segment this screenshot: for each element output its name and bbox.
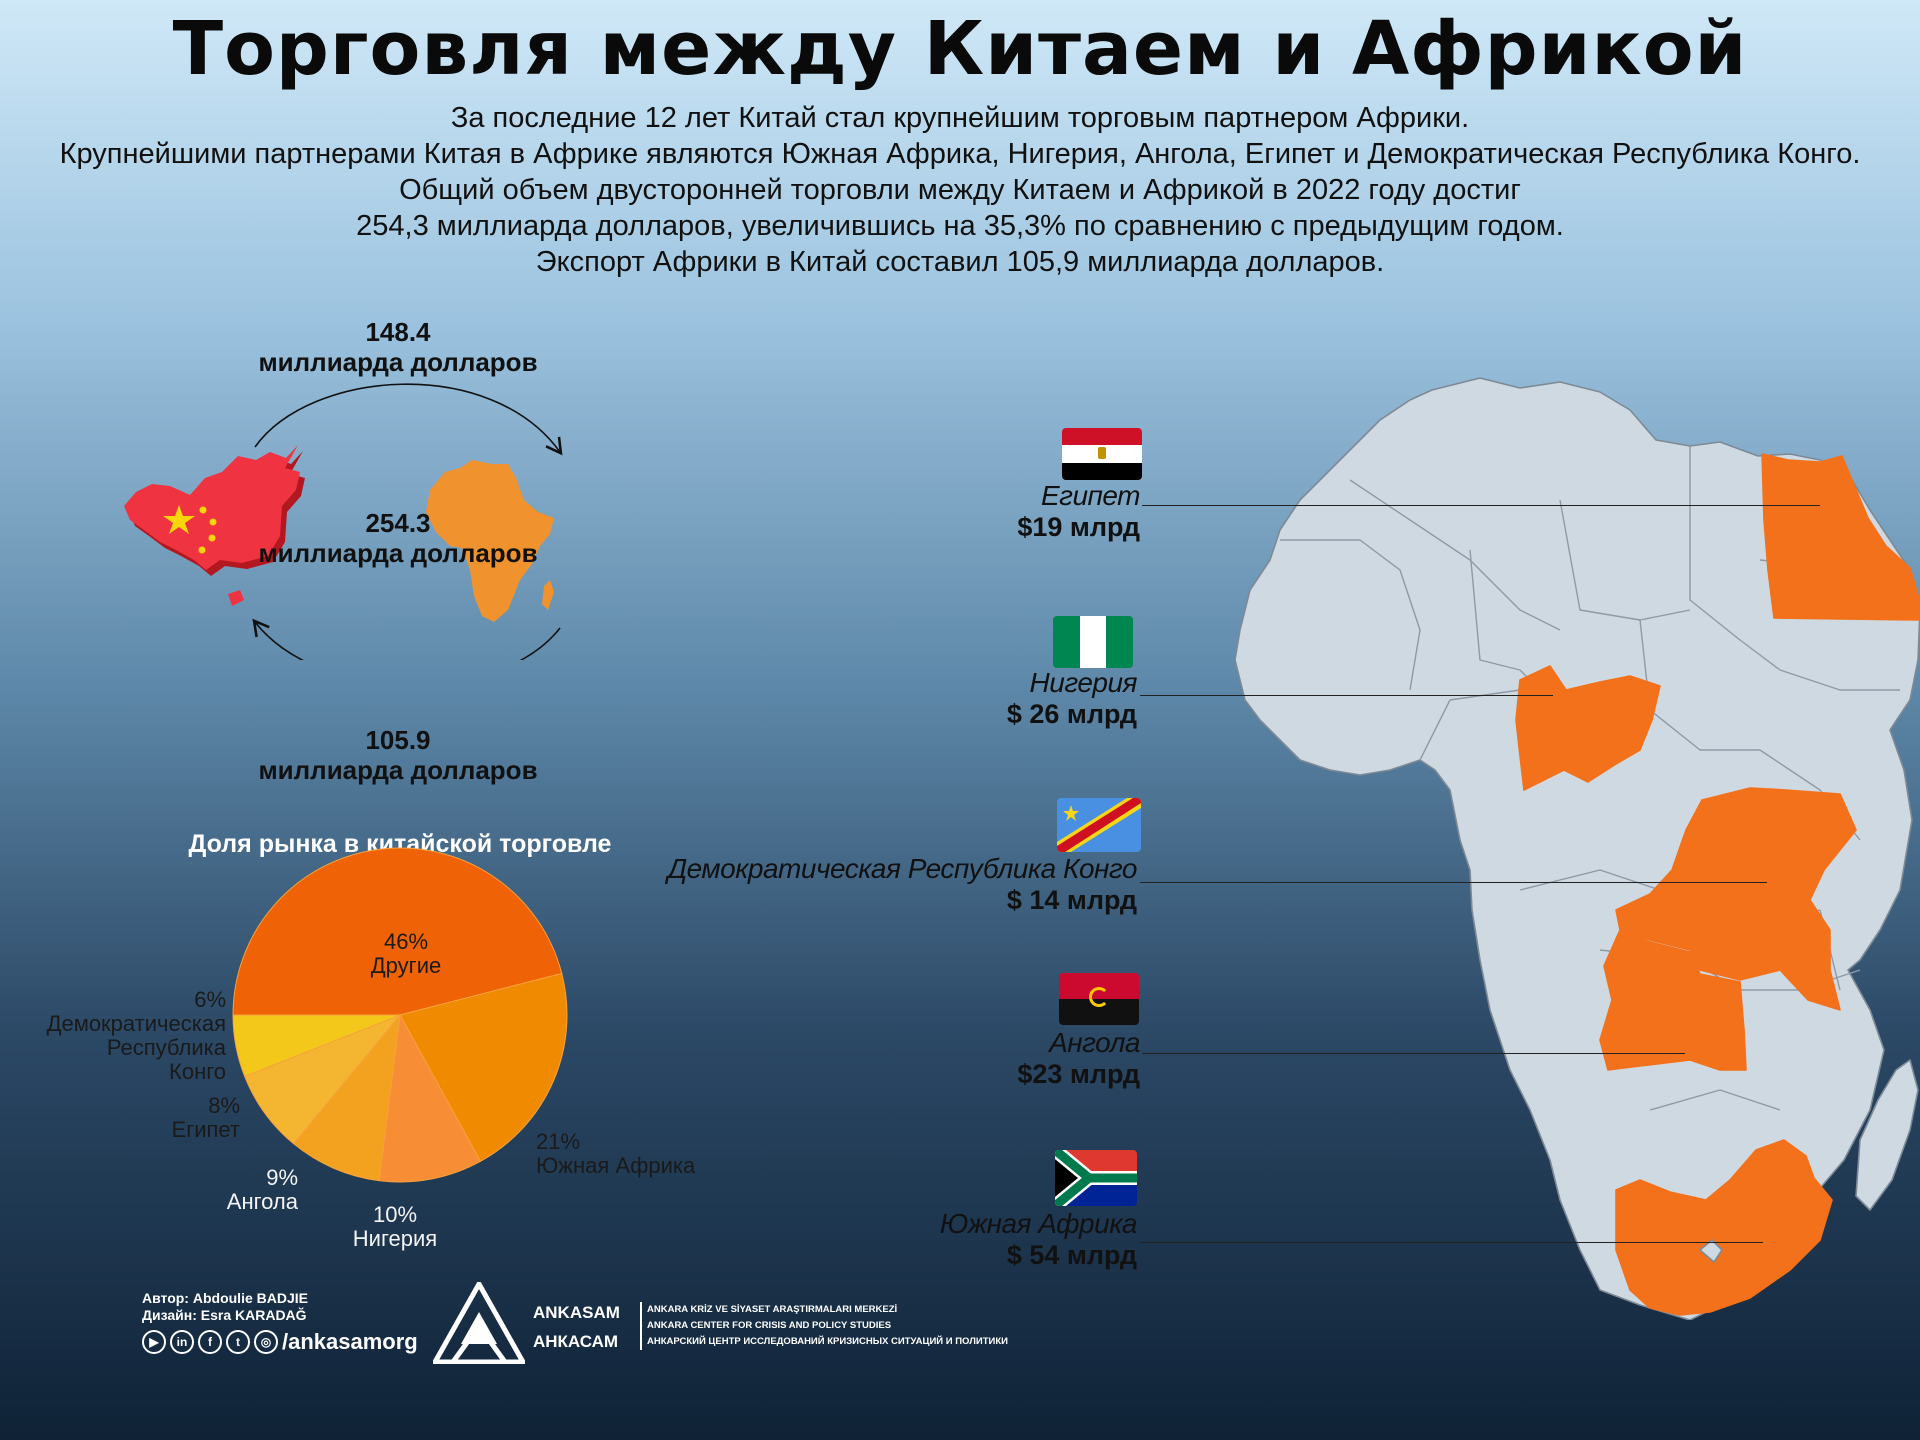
africa-map (1234, 377, 1920, 1320)
country-value: $ 26 млрд (1006, 699, 1137, 729)
pie-label-name: Ангола (226, 1189, 298, 1214)
social-links: ▶ in f t ◎ /ankasamorg (142, 1329, 418, 1355)
country-value: $19 млрд (1017, 512, 1140, 542)
pie-label-name: Конго (169, 1059, 226, 1084)
ankasam-logo-icon (433, 1282, 525, 1364)
pie-slice (232, 847, 563, 1016)
social-handle[interactable]: /ankasamorg (282, 1329, 418, 1354)
org-line: ANKARA KRİZ VE SİYASET ARAŞTIRMALARI MER… (647, 1304, 898, 1315)
africa-continent (1234, 377, 1920, 1320)
leader-line (1140, 882, 1767, 883)
export-arrow (254, 383, 563, 456)
credits: Автор: Abdoulie BADJIE Дизайн: Esra KARA… (142, 1290, 308, 1324)
org-line: АНКАРСКИЙ ЦЕНТР ИССЛЕДОВАНИЙ КРИЗИСНЫХ С… (647, 1336, 1008, 1347)
intro-line: Общий объем двусторонней торговли между … (399, 174, 1521, 206)
leader-line (1140, 695, 1553, 696)
pie-label-percent: 8% (208, 1093, 240, 1118)
leader-line (1142, 1053, 1685, 1054)
pie-label-nigeria: 10% Нигерия (330, 1203, 460, 1251)
import-arrow (252, 618, 561, 660)
country-value: $23 млрд (1017, 1059, 1140, 1089)
org-name: ANKASAM АНКАСАМ (533, 1298, 620, 1356)
linkedin-icon[interactable]: in (170, 1330, 194, 1354)
design-credit: Дизайн: Esra KARADAĞ (142, 1307, 307, 1323)
africa-to-china-value: 105.9 миллиарда долларов (198, 725, 598, 785)
country-name: Нигерия (1029, 667, 1138, 698)
angola-region (1599, 929, 1747, 1071)
author-credit: Автор: Abdoulie BADJIE (142, 1290, 308, 1306)
pie-label-name: Южная Африка (536, 1153, 696, 1178)
country-value: $ 14 млрд (1006, 885, 1137, 915)
madagascar (1855, 1059, 1919, 1211)
south-africa-flag-icon (1055, 1150, 1137, 1206)
pie-slice (232, 1014, 401, 1078)
egypt-region (1761, 453, 1920, 621)
pie-label-name: Египет (171, 1117, 240, 1142)
drc-flag-icon (1057, 798, 1141, 852)
org-full-name: ANKARA KRİZ VE SİYASET ARAŞTIRMALARI MER… (640, 1302, 1008, 1350)
pie-label-name: Демократическая (46, 1011, 226, 1036)
nigeria-flag-icon (1053, 616, 1133, 668)
pie-label-drc: 6% Демократическая Республика Конго (40, 988, 226, 1084)
twitter-icon[interactable]: t (226, 1330, 250, 1354)
value-number: 254.3 (365, 508, 431, 538)
youtube-icon[interactable]: ▶ (142, 1330, 166, 1354)
pie-slice (399, 972, 568, 1163)
value-number: 105.9 (365, 725, 431, 755)
pie-slice (292, 1013, 401, 1182)
leader-line (1142, 505, 1820, 506)
country-name: Южная Африка (939, 1208, 1138, 1239)
pie-label-name: Республика (106, 1035, 226, 1060)
pie-label-percent: 21% (536, 1129, 581, 1154)
value-unit: миллиарда долларов (258, 755, 538, 785)
country-name: Ангола (1049, 1027, 1140, 1058)
instagram-icon[interactable]: ◎ (254, 1330, 278, 1354)
market-share-pie-chart (232, 847, 568, 1183)
org-name-latin: ANKASAM (533, 1303, 620, 1322)
africa-map-icon (426, 460, 554, 622)
org-line: ANKARA CENTER FOR CRISIS AND POLICY STUD… (647, 1320, 892, 1331)
china-to-africa-value: 148.4 миллиарда долларов (198, 317, 598, 377)
pie-label-percent: 46% (383, 929, 429, 954)
intro-text: За последние 12 лет Китай стал крупнейши… (0, 100, 1920, 280)
pie-label-name: Другие (370, 953, 442, 978)
value-unit: миллиарда долларов (258, 347, 538, 377)
page-title: Торговля между Китаем и Африкой (172, 6, 1748, 92)
value-number: 148.4 (365, 317, 431, 347)
south-africa-region (1615, 1139, 1833, 1316)
angola-flag-icon (1059, 973, 1139, 1025)
country-label-south-africa: Южная Африка $ 54 млрд (577, 1208, 1138, 1271)
country-label-nigeria: Нигерия $ 26 млрд (577, 667, 1138, 730)
country-label-egypt: Египет $19 млрд (580, 480, 1140, 543)
pie-label-angola: 9% Ангола (160, 1166, 298, 1214)
nigeria-region (1515, 665, 1661, 791)
country-label-angola: Ангола $23 млрд (580, 1027, 1140, 1090)
country-value: $ 54 млрд (1006, 1240, 1137, 1270)
pie-label-percent: 10% (372, 1202, 418, 1227)
china-map-icon (124, 445, 305, 606)
country-name: Египет (1040, 480, 1141, 511)
trade-flow-diagram (124, 383, 563, 660)
country-label-drc: Демократическая Республика Конго $ 14 мл… (577, 853, 1137, 916)
intro-line: Экспорт Африки в Китай составил 105,9 ми… (535, 246, 1385, 278)
pie-label-percent: 9% (266, 1165, 298, 1190)
drc-region (1615, 787, 1857, 1011)
org-name-cyrillic: АНКАСАМ (533, 1332, 619, 1351)
pie-label-name: Нигерия (352, 1226, 438, 1251)
country-name: Демократическая Республика Конго (667, 853, 1137, 884)
pie-label-percent: 6% (194, 987, 226, 1012)
pie-label-south-africa: 21% Южная Африка (536, 1130, 695, 1178)
intro-line: 254,3 миллиарда долларов, увеличившись н… (356, 210, 1564, 242)
facebook-icon[interactable]: f (198, 1330, 222, 1354)
pie-label-egypt: 8% Египет (100, 1094, 240, 1142)
leader-line (1140, 1242, 1763, 1243)
star-icon (163, 505, 195, 534)
pie-label-others: 46% Другие (356, 930, 456, 978)
total-trade-value: 254.3 миллиарда долларов (198, 508, 598, 568)
pie-slice (378, 1013, 482, 1183)
intro-line: За последние 12 лет Китай стал крупнейши… (450, 102, 1470, 134)
egypt-flag-icon (1062, 428, 1142, 480)
value-unit: миллиарда долларов (258, 538, 538, 568)
intro-line: Крупнейшими партнерами Китая в Африке яв… (59, 138, 1861, 170)
